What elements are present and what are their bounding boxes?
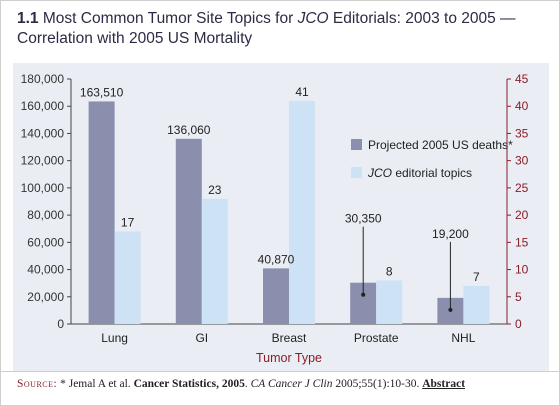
source-star: * Jemal A et al.	[60, 378, 134, 390]
y-left-tick-label: 20,000	[27, 290, 64, 304]
legend-italic-jco: JCO	[367, 166, 392, 180]
title-line2: Correlation with 2005 US Mortality	[17, 30, 253, 47]
legend-swatch-deaths	[351, 139, 362, 150]
chart-title: 1.1 Most Common Tumor Site Topics for JC…	[17, 9, 547, 49]
source-after-title: .	[244, 378, 251, 390]
y-left-tick-label: 120,000	[21, 154, 65, 168]
source-note: Source: * Jemal A et al. Cancer Statisti…	[17, 378, 547, 390]
x-tick-label: Lung	[101, 331, 128, 345]
abstract-link[interactable]: Abstract	[422, 378, 466, 390]
x-tick-label: Prostate	[354, 331, 399, 345]
bar-editorials	[376, 280, 403, 324]
legend-editorials-text: editorial topics	[392, 166, 472, 180]
source-journal: CA Cancer J Clin	[250, 378, 333, 390]
bar-chart: 0 20,000 40,000 60,000 80,000 100,000 120,000 1…	[21, 72, 529, 365]
data-label-deaths: 19,200	[432, 227, 469, 241]
y-left-tick-label: 180,000	[21, 72, 65, 86]
y-right-tick-label: 20	[515, 208, 529, 222]
y-right-tick-label: 10	[515, 263, 529, 277]
data-label-editorials: 7	[473, 270, 480, 284]
title-text-italic: JCO	[297, 10, 329, 27]
legend-label-editorials: JCO editorial topics	[367, 166, 472, 180]
legend-label-deaths: Projected 2005 US deaths*	[368, 138, 513, 152]
source-label: Source:	[17, 378, 58, 390]
bar-editorials	[114, 231, 141, 324]
bar-editorials	[463, 285, 490, 324]
legend-swatch-editorials	[351, 167, 362, 178]
y-right-tick-label: 15	[515, 235, 529, 249]
y-right-tick-label: 35	[515, 126, 529, 140]
bar-deaths	[175, 138, 202, 324]
y-right-tick-label: 0	[515, 317, 522, 331]
y-right-tick-label: 40	[515, 99, 529, 113]
source-divider	[1, 371, 559, 372]
plot-area: 0 20,000 40,000 60,000 80,000 100,000 120,000 1…	[13, 63, 549, 371]
y-right-tick-label: 30	[515, 154, 529, 168]
bar-deaths	[88, 101, 115, 324]
source-bold-title: Cancer Statistics, 2005	[133, 378, 245, 390]
leader-dot	[361, 292, 366, 297]
y-right-tick-label: 25	[515, 181, 529, 195]
data-label-deaths: 40,870	[258, 252, 295, 266]
data-label-deaths: 30,350	[345, 212, 382, 226]
y-right-tick-label: 5	[515, 290, 522, 304]
data-label-editorials: 8	[386, 264, 393, 278]
bar-editorials	[289, 100, 315, 325]
title-text-after: Editorials: 2003 to 2005 —	[328, 10, 516, 27]
y-left-tick-label: 160,000	[21, 99, 65, 113]
y-left-tick-label: 60,000	[27, 235, 64, 249]
data-label-deaths: 163,510	[80, 85, 124, 99]
source-citation: 2005;55(1):10-30.	[332, 378, 423, 390]
title-text-before: Most Common Tumor Site Topics for	[42, 10, 298, 27]
x-tick-label: NHL	[451, 331, 475, 345]
y-left-tick-label: 40,000	[27, 263, 64, 277]
y-right-tick-label: 45	[515, 72, 529, 86]
data-label-editorials: 17	[121, 215, 135, 229]
data-label-editorials: 23	[208, 183, 222, 197]
y-left-tick-label: 80,000	[27, 208, 64, 222]
data-label-editorials: 41	[295, 85, 309, 99]
y-left-tick-label: 0	[57, 317, 64, 331]
x-tick-label: Breast	[272, 331, 307, 345]
figure-number: 1.1	[17, 10, 39, 27]
leader-dot	[448, 307, 453, 312]
x-axis-label: Tumor Type	[256, 351, 322, 365]
y-left-tick-label: 140,000	[21, 126, 65, 140]
data-label-deaths: 136,060	[167, 123, 211, 137]
bar-deaths	[263, 268, 289, 324]
bar-editorials	[201, 198, 228, 324]
y-left-tick-label: 100,000	[21, 181, 65, 195]
x-tick-label: GI	[195, 331, 208, 345]
